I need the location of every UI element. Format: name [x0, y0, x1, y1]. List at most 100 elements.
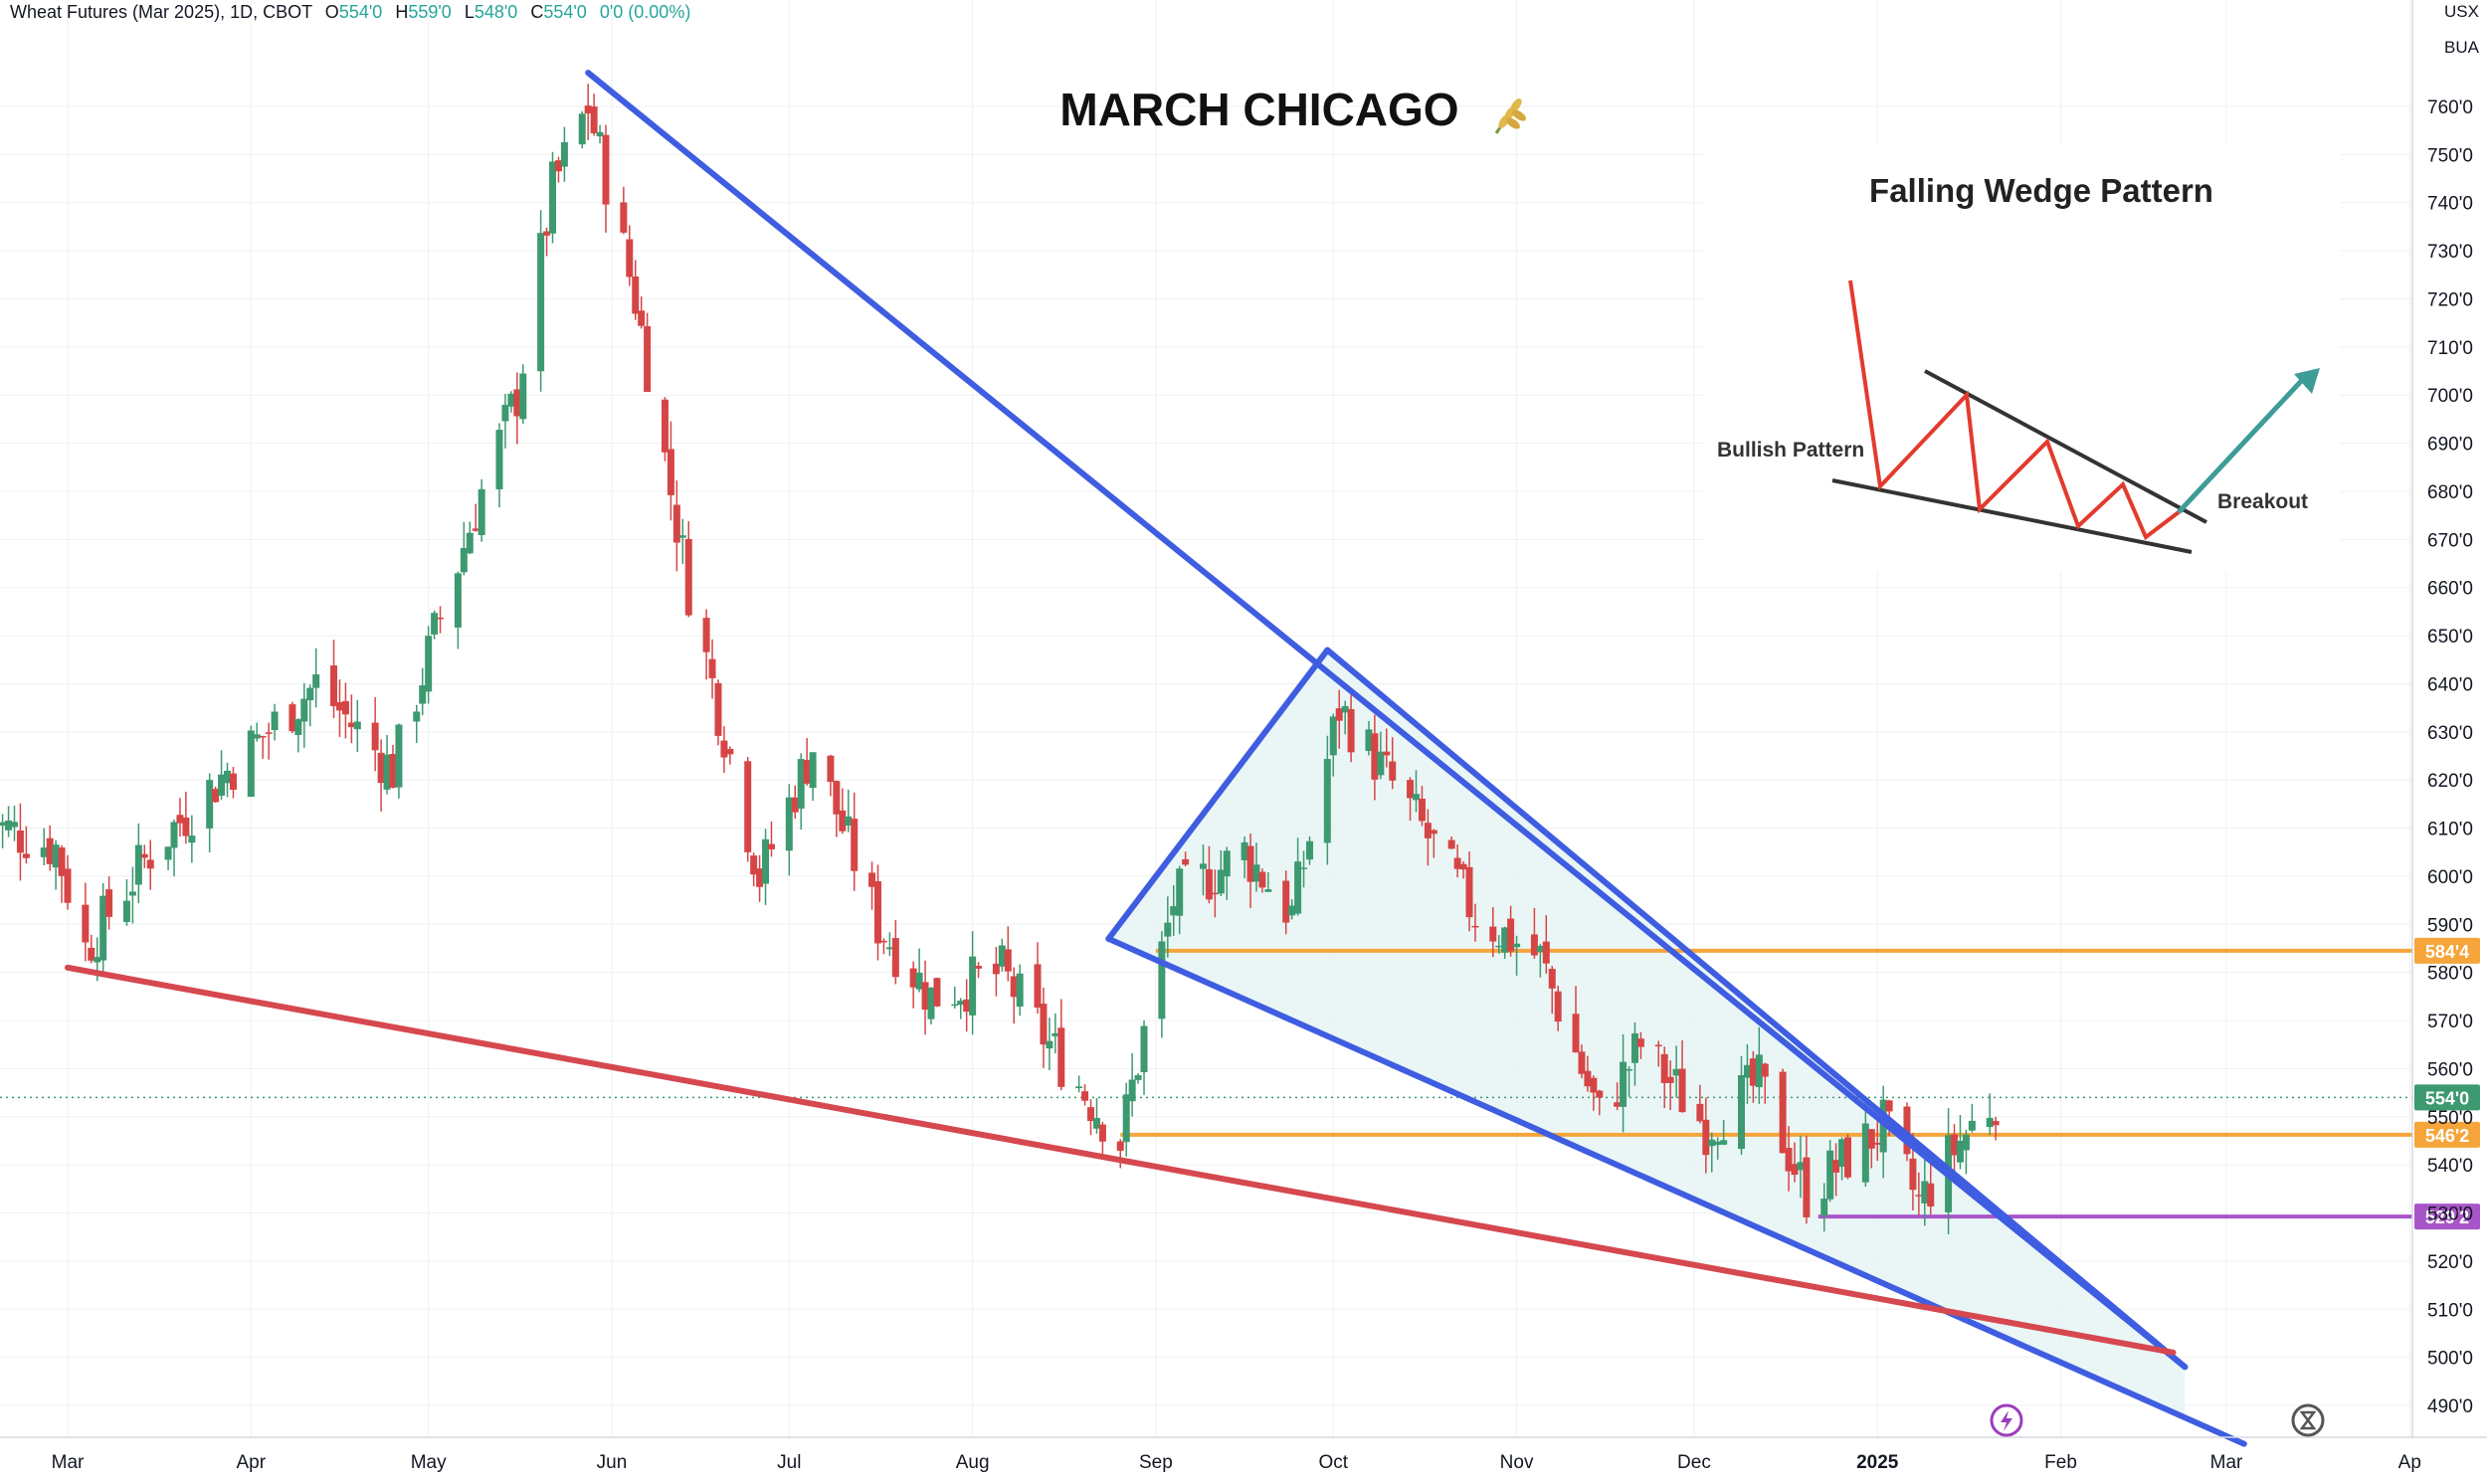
- inset-background: [1703, 144, 2340, 572]
- candle-body: [454, 573, 462, 628]
- candle-body: [1572, 1014, 1580, 1053]
- candle-body: [1678, 1068, 1686, 1113]
- candle-body: [1620, 1061, 1627, 1107]
- y-tick-label: 750'0: [2427, 145, 2473, 166]
- candle-body: [1223, 850, 1231, 877]
- candle-body: [288, 704, 296, 732]
- candle-body: [720, 740, 728, 758]
- x-tick-label: Jul: [777, 1452, 801, 1473]
- candle-body: [1176, 868, 1184, 916]
- candle-body: [495, 430, 503, 489]
- candle-body: [472, 528, 479, 531]
- y-tick-label: 570'0: [2427, 1012, 2473, 1032]
- quantity-unit[interactable]: BUA: [2444, 38, 2479, 57]
- candle-body: [767, 843, 775, 849]
- candle-body: [1205, 868, 1213, 900]
- candle-body: [1714, 1141, 1722, 1146]
- candle-body: [478, 488, 485, 536]
- candle-body: [638, 310, 646, 326]
- candle-body: [1708, 1139, 1716, 1147]
- candle-body: [1158, 941, 1166, 1020]
- candle-body: [1199, 863, 1207, 869]
- candle-body: [873, 880, 881, 944]
- candle-body: [1791, 1164, 1799, 1176]
- candle-body: [1377, 751, 1385, 776]
- candle-body: [1867, 1129, 1875, 1149]
- candle-body: [46, 837, 54, 864]
- candle-body: [507, 393, 515, 407]
- y-tick-label: 670'0: [2427, 530, 2473, 551]
- candle-body: [105, 889, 113, 917]
- candle-body: [1098, 1124, 1106, 1142]
- y-tick-label: 620'0: [2427, 771, 2473, 792]
- y-tick-label: 510'0: [2427, 1300, 2473, 1321]
- candle-body: [247, 730, 255, 798]
- level-price-tag: [2414, 937, 2480, 964]
- candle-body: [218, 774, 226, 796]
- candle-body: [1459, 863, 1467, 870]
- candle-body: [419, 685, 427, 704]
- y-tick-label: 740'0: [2427, 194, 2473, 215]
- candle-body: [377, 752, 385, 784]
- horizontal-levels: 584'4 546'2 529'2 554'0: [0, 937, 2480, 1230]
- candle-body: [933, 978, 941, 1007]
- candle-body: [879, 940, 887, 943]
- candle-body: [1838, 1139, 1846, 1168]
- candle-body: [353, 721, 361, 730]
- candle-body: [134, 844, 142, 885]
- candle-body: [626, 239, 634, 278]
- candle-body: [1418, 798, 1426, 822]
- candle-body: [1347, 708, 1355, 753]
- candle-body: [1016, 973, 1024, 1007]
- candle-body: [341, 700, 349, 715]
- candle-body: [64, 868, 72, 903]
- x-tick-label: Apr: [237, 1452, 267, 1473]
- open-label: O: [324, 2, 339, 22]
- candle-body: [413, 711, 421, 722]
- x-tick-label: Jun: [597, 1452, 628, 1473]
- candle-body: [1927, 1183, 1935, 1207]
- candle-body: [1122, 1094, 1130, 1143]
- candle-body: [1258, 871, 1266, 888]
- candle-body: [1501, 927, 1509, 953]
- candle-body: [1755, 1054, 1763, 1088]
- currency-unit[interactable]: USX: [2444, 2, 2479, 21]
- candle-body: [1430, 830, 1437, 835]
- level-price-tag: [2414, 1204, 2480, 1230]
- candle-body: [1636, 1038, 1644, 1047]
- candle-body: [306, 687, 314, 701]
- candle-body: [1743, 1064, 1751, 1078]
- y-tick-label: 520'0: [2427, 1252, 2473, 1273]
- candle-body: [1252, 864, 1260, 882]
- candle-body: [1371, 733, 1379, 780]
- candle-body: [1584, 1070, 1592, 1087]
- candle-body: [1046, 1040, 1053, 1049]
- symbol-header[interactable]: Wheat Futures (Mar 2025), 1D, CBOT O554'…: [10, 2, 690, 23]
- y-tick-label: 640'0: [2427, 674, 2473, 695]
- hourglass-icon[interactable]: [2291, 1403, 2325, 1437]
- candle-body: [1873, 1142, 1881, 1145]
- candle-body: [1696, 1103, 1704, 1122]
- candle-body: [667, 449, 674, 495]
- y-tick-label: 630'0: [2427, 723, 2473, 744]
- y-tick-label: 540'0: [2427, 1156, 2473, 1177]
- candle-body: [52, 844, 60, 868]
- candle-body: [975, 966, 983, 969]
- falling-wedge-inset: Falling Wedge Pattern Bullish Pattern Br…: [1703, 144, 2340, 572]
- candle-body: [708, 658, 716, 678]
- candle-body: [1968, 1120, 1976, 1131]
- candle-body: [590, 106, 598, 134]
- candle-body: [1666, 1076, 1674, 1083]
- y-tick-label: 530'0: [2427, 1205, 2473, 1225]
- candle-body: [128, 891, 136, 896]
- candle-body: [1513, 943, 1521, 948]
- trendlines: [65, 70, 2247, 1447]
- candle-body: [1383, 751, 1391, 756]
- candle-body: [58, 847, 66, 876]
- open-value: 554'0: [338, 2, 383, 22]
- lightning-icon[interactable]: [1990, 1403, 2023, 1437]
- candle-body: [460, 547, 468, 573]
- candle-body: [1737, 1075, 1745, 1150]
- candle-body: [678, 535, 686, 538]
